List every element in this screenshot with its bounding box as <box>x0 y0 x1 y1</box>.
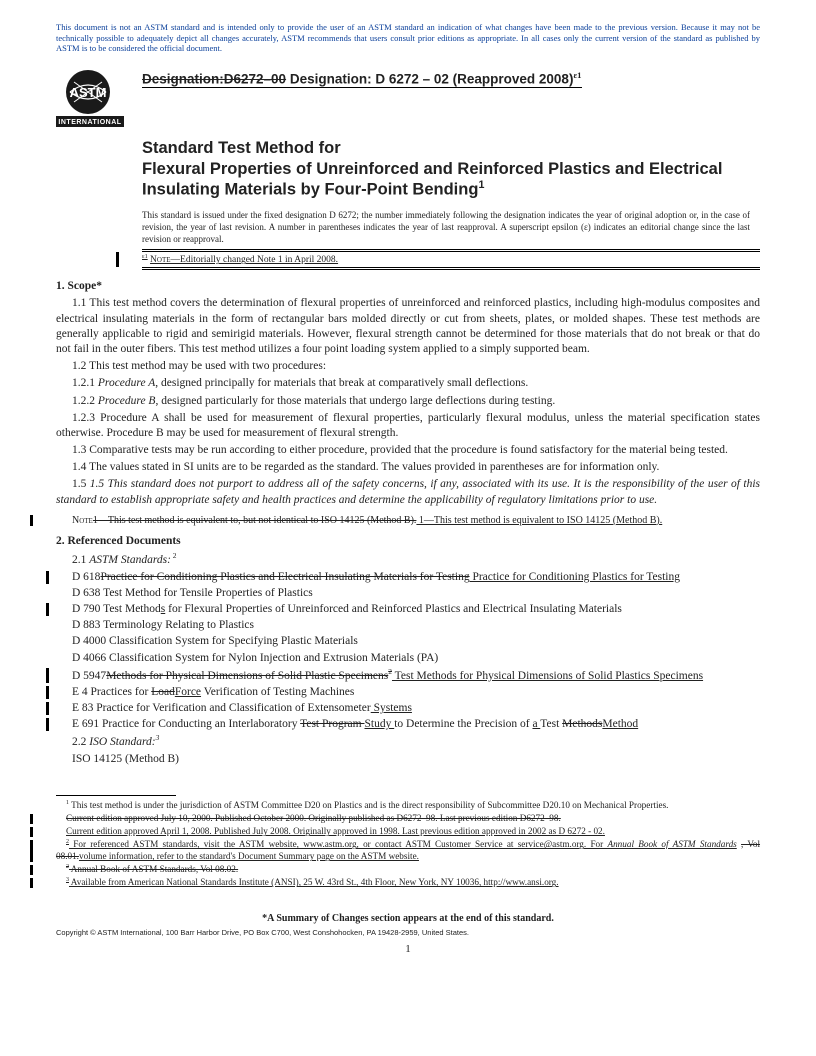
para-1-2-1: 1.2.1 Procedure A, designed principally … <box>56 376 760 391</box>
ref-e4: E 4 Practices for LoadForce Verification… <box>72 685 760 700</box>
title-block: Standard Test Method for Flexural Proper… <box>142 138 760 200</box>
footnote-separator <box>56 795 176 796</box>
designation-epsilon: ε1 <box>573 70 581 80</box>
para-1-2-2: 1.2.2 Procedure B, designed particularly… <box>56 394 760 409</box>
para-1-5: 1.5 1.5 This standard does not purport t… <box>56 477 760 507</box>
para-1-4: 1.4 The values stated in SI units are to… <box>56 460 760 475</box>
ref-d4066: D 4066 Classification System for Nylon I… <box>72 651 760 666</box>
page-container: This document is not an ASTM standard an… <box>0 0 816 975</box>
eps-note-prefix: ε1 <box>142 254 148 260</box>
ref-e691: E 691 Practice for Conducting an Interla… <box>72 717 760 732</box>
title-line-1: Standard Test Method for <box>142 139 341 157</box>
summary-of-changes: *A Summary of Changes section appears at… <box>56 913 760 924</box>
svg-text:ASTM: ASTM <box>70 85 107 100</box>
designation-old: Designation:D6272–00 <box>142 71 286 86</box>
page-number: 1 <box>56 943 760 955</box>
footnote-2: 2 For referenced ASTM standards, visit t… <box>56 839 760 863</box>
svg-text:INTERNATIONAL: INTERNATIONAL <box>58 119 121 126</box>
footnote-2b-old: 2 Annual Book of ASTM Standards, Vol 08.… <box>56 864 760 876</box>
ref-iso14125: ISO 14125 (Method B) <box>72 752 760 767</box>
eps-note-text: —Editorially changed Note 1 in April 200… <box>171 255 339 265</box>
ref-d5947: D 5947Methods for Physical Dimensions of… <box>72 667 760 684</box>
title-sup: 1 <box>478 179 484 191</box>
ref-e83: E 83 Practice for Verification and Class… <box>72 701 760 716</box>
designation-block: Designation:D6272–00 Designation: D 6272… <box>142 68 582 89</box>
para-2-2: 2.2 ISO Standard:3 <box>56 733 760 750</box>
ref-d4000: D 4000 Classification System for Specify… <box>72 634 760 649</box>
para-1-1: 1.1 This test method covers the determin… <box>56 296 760 357</box>
footnote-1-old: Current edition approved July 10, 2000. … <box>56 813 760 825</box>
footnote-3: 3 Available from American National Stand… <box>56 877 760 889</box>
ref-d790: D 790 Test Methods for Flexural Properti… <box>72 602 760 617</box>
para-1-3: 1.3 Comparative tests may be run accordi… <box>56 443 760 458</box>
designation-new: Designation: D 6272 – 02 (Reapproved 200… <box>290 71 574 86</box>
copyright-line: Copyright © ASTM International, 100 Barr… <box>56 928 760 937</box>
para-2-1: 2.1 ASTM Standards: 2 <box>56 551 760 568</box>
section-1-head: 1. Scope* <box>56 280 760 292</box>
ref-d638: D 638 Test Method for Tensile Properties… <box>72 586 760 601</box>
note-1: Note1—This test method is equivalent to,… <box>56 514 760 527</box>
ref-d618: D 618Practice for Conditioning Plastics … <box>72 570 760 585</box>
ref-d883: D 883 Terminology Relating to Plastics <box>72 618 760 633</box>
eps-note-label: Note <box>150 255 170 265</box>
footnote-1-new: Current edition approved April 1, 2008. … <box>56 826 760 838</box>
epsilon-note-box: ε1 Note—Editorially changed Note 1 in Ap… <box>142 251 760 268</box>
para-1-2: 1.2 This test method may be used with tw… <box>56 359 760 374</box>
header-row: ASTM INTERNATIONAL Designation:D6272–00 … <box>56 68 760 128</box>
title-line-2: Flexural Properties of Unreinforced and … <box>142 160 722 199</box>
footnote-1: 1 This test method is under the jurisdic… <box>56 800 760 812</box>
disclaimer-text: This document is not an ASTM standard an… <box>56 22 760 54</box>
para-1-2-3: 1.2.3 Procedure A shall be used for meas… <box>56 411 760 441</box>
section-2-head: 2. Referenced Documents <box>56 535 760 547</box>
issuance-note: This standard is issued under the fixed … <box>142 210 760 245</box>
astm-logo: ASTM INTERNATIONAL <box>56 68 128 128</box>
